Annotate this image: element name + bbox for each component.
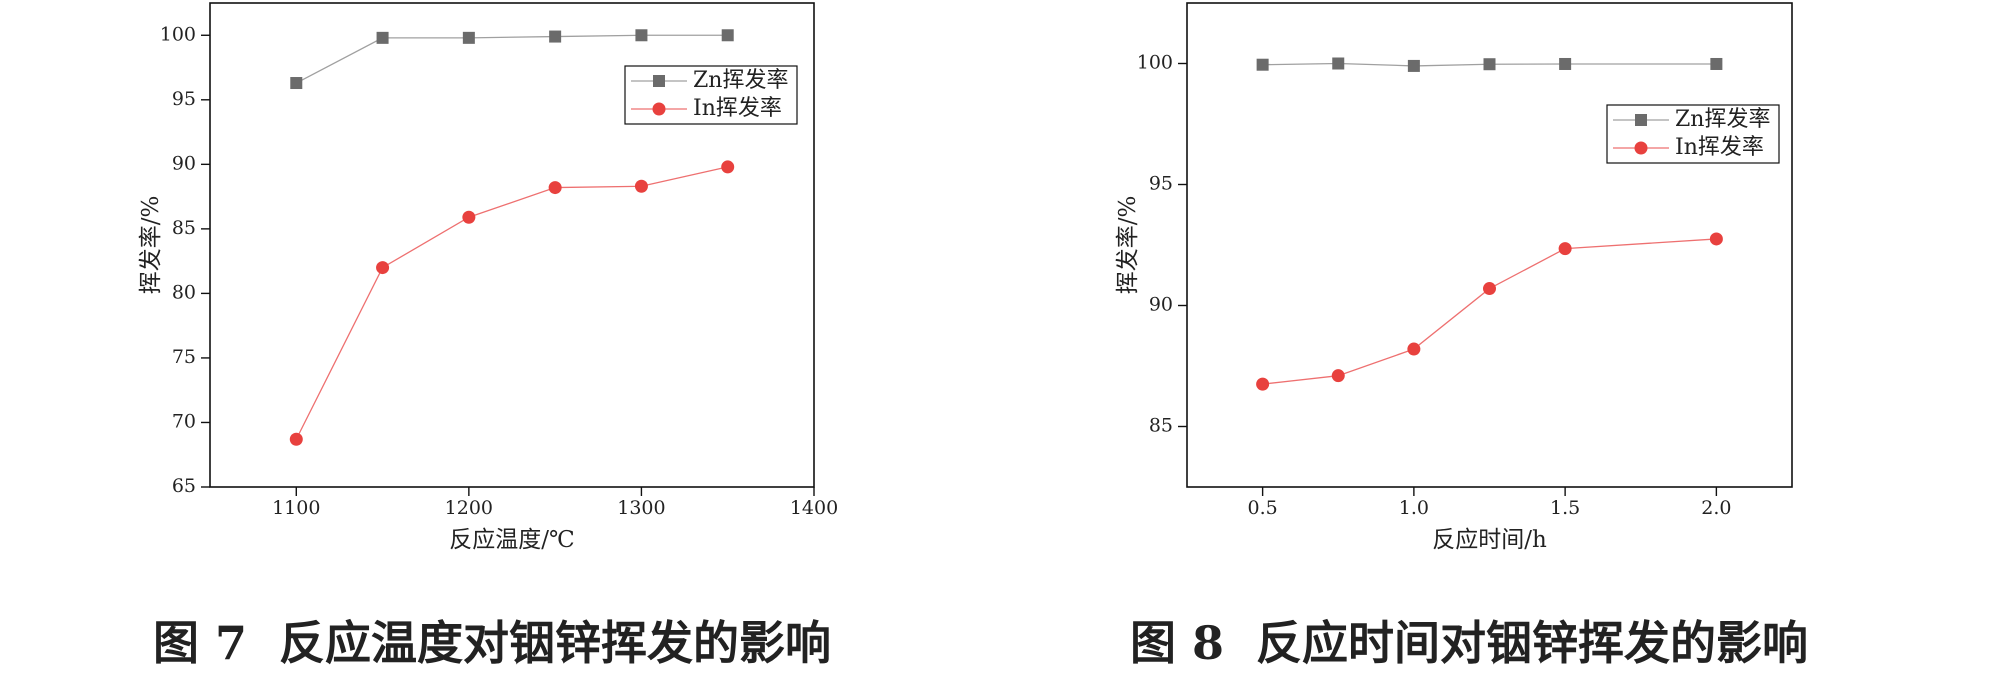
marker — [1407, 342, 1421, 356]
marker — [1331, 369, 1345, 383]
series-line — [1262, 238, 1717, 385]
legend-marker — [1635, 114, 1647, 126]
marker — [1483, 58, 1496, 71]
series-line — [295, 166, 728, 440]
y-tick-label: 95 — [172, 88, 196, 110]
legend-label: Zn挥发率 — [693, 68, 788, 93]
legend-label: Zn挥发率 — [1675, 107, 1770, 132]
y-axis-label: 挥发率/% — [138, 196, 164, 295]
marker — [462, 31, 475, 44]
marker — [376, 31, 389, 44]
y-tick-label: 100 — [1137, 52, 1173, 74]
x-tick-label: 1100 — [272, 497, 320, 519]
y-tick-label: 90 — [1149, 294, 1173, 316]
legend-label: In挥发率 — [693, 96, 782, 121]
marker — [376, 261, 390, 275]
caption: 图 8 反应时间对铟锌挥发的影响 — [1130, 616, 1808, 670]
marker — [1558, 242, 1572, 256]
y-tick-label: 65 — [172, 475, 196, 497]
marker — [290, 77, 303, 90]
plot-frame — [209, 2, 815, 488]
y-tick-label: 70 — [172, 410, 196, 432]
chart: 65 70 75 80 85 90 95 100 1100 1200 1300 1400 反应温度/℃ 挥… — [138, 2, 838, 670]
y-tick-label: 75 — [172, 346, 196, 368]
x-tick-label: 2.0 — [1701, 497, 1731, 519]
series-line — [295, 34, 728, 84]
marker — [1407, 59, 1420, 72]
x-tick-label: 1.5 — [1550, 497, 1580, 519]
y-tick-label: 85 — [172, 217, 196, 239]
y-tick-label: 90 — [172, 152, 196, 174]
x-axis-label: 反应时间/h — [1432, 527, 1547, 553]
x-tick-label: 1200 — [445, 497, 493, 519]
x-axis-label: 反应温度/℃ — [449, 527, 574, 553]
marker — [1256, 58, 1269, 71]
y-axis-label: 挥发率/% — [1115, 196, 1141, 295]
marker — [289, 432, 303, 446]
marker — [462, 210, 476, 224]
y-tick-label: 95 — [1149, 173, 1173, 195]
legend-label: In挥发率 — [1675, 135, 1764, 160]
marker — [721, 160, 735, 174]
marker — [1710, 57, 1723, 70]
marker — [1559, 57, 1572, 70]
series-line — [1262, 62, 1717, 67]
x-tick-label: 0.5 — [1248, 497, 1278, 519]
x-tick-label: 1300 — [617, 497, 665, 519]
y-tick-label: 85 — [1149, 415, 1173, 437]
x-tick-label: 1400 — [790, 497, 838, 519]
chart: 85 90 95 100 0.5 1.0 1.5 2.0 反应时间/h 挥发率/% Zn挥发率 In挥… — [1115, 2, 1808, 670]
y-tick-label: 80 — [172, 281, 196, 303]
x-tick-label: 1.0 — [1399, 497, 1429, 519]
caption: 图 7 反应温度对铟锌挥发的影响 — [153, 616, 831, 670]
marker — [721, 29, 734, 42]
marker — [549, 30, 562, 43]
marker — [1709, 232, 1723, 246]
y-tick-label: 100 — [160, 23, 196, 45]
plot-frame — [1186, 2, 1793, 488]
legend-marker — [1634, 141, 1648, 155]
marker — [548, 181, 562, 195]
marker — [1332, 57, 1345, 70]
marker — [1256, 377, 1270, 391]
legend-marker — [653, 75, 665, 87]
marker — [634, 179, 648, 193]
marker — [1483, 282, 1496, 296]
legend-marker — [652, 102, 666, 116]
marker — [635, 29, 648, 42]
